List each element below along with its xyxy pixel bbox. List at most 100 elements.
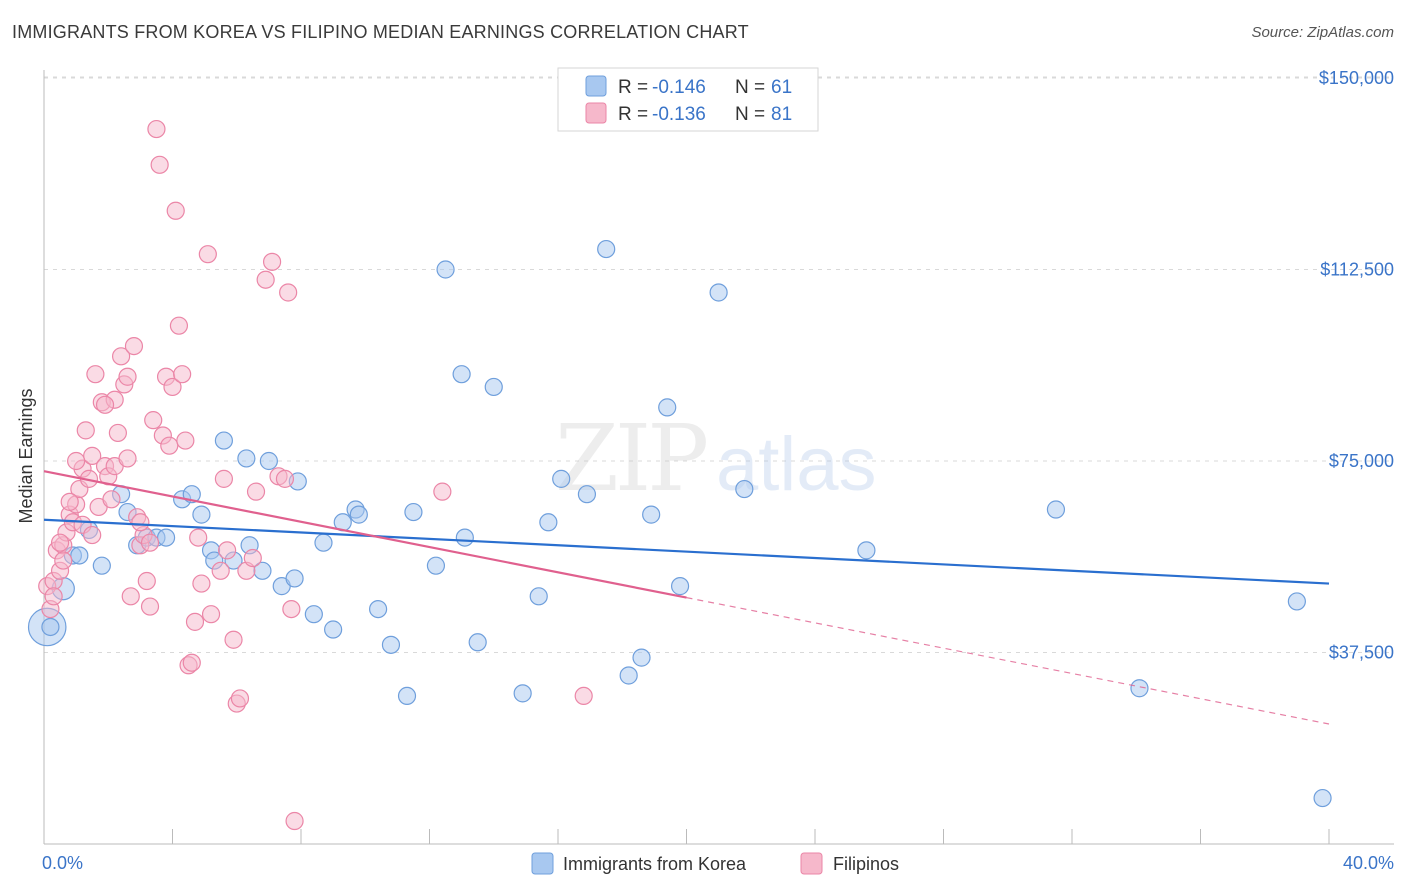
point-filipino-20: [102, 490, 121, 509]
point-filipino-53: [218, 541, 237, 560]
trend-line-filipino: [43, 470, 687, 599]
bottom-legend: Immigrants from Korea Filipinos: [531, 852, 899, 875]
bottom-legend-label-filipino: Filipinos: [833, 854, 899, 874]
point-filipino-73: [83, 525, 102, 545]
point-filipino-15: [86, 365, 105, 384]
x-tick-label-min: 0.0%: [42, 853, 83, 873]
point-filipino-63: [275, 469, 295, 488]
point-filipino-47: [189, 528, 208, 547]
point-filipino-26: [121, 587, 140, 606]
point-filipino-12: [76, 421, 95, 440]
trend-line-korea: [43, 518, 1330, 585]
point-korea-42: [529, 587, 548, 606]
point-korea-47: [619, 666, 638, 685]
source-label: Source: ZipAtlas.com: [1251, 24, 1394, 41]
point-filipino-22: [108, 423, 127, 443]
watermark: ZIP atlas: [555, 405, 877, 512]
watermark-zip: ZIP: [555, 405, 706, 512]
point-korea-3: [70, 546, 89, 565]
point-filipino-33: [144, 411, 163, 430]
trend-lines: [43, 470, 1330, 725]
legend-r-label-korea: R =: [618, 77, 648, 98]
point-filipino-52: [214, 469, 233, 488]
point-filipino-49: [198, 245, 217, 264]
point-korea-23: [285, 569, 304, 588]
legend-swatch-korea: [585, 75, 607, 97]
point-filipino-60: [256, 270, 275, 289]
point-korea-36: [436, 260, 455, 279]
point-filipino-70: [60, 492, 79, 511]
legend-n-value-filipino: 81: [771, 104, 792, 125]
point-filipino-79: [44, 587, 63, 606]
point-korea-10: [156, 528, 176, 547]
point-korea-38: [455, 528, 474, 547]
point-filipino-38: [160, 436, 179, 455]
point-filipino-80: [54, 551, 73, 570]
point-filipino-43: [176, 431, 195, 450]
point-filipino-59: [246, 482, 266, 501]
point-filipino-40: [166, 201, 185, 220]
point-korea-50: [658, 398, 677, 417]
point-filipino-50: [201, 605, 221, 624]
point-korea-16: [214, 431, 233, 450]
point-filipino-58: [243, 548, 262, 568]
point-korea-45: [577, 485, 597, 504]
series-filipino-points: [38, 119, 593, 831]
point-filipino-25: [118, 367, 137, 386]
point-filipino-76: [118, 449, 137, 468]
point-filipino-31: [137, 571, 156, 591]
point-korea-30: [349, 505, 368, 524]
y-tick-label-2: $112,500: [1320, 260, 1394, 280]
point-filipino-14: [83, 446, 102, 465]
point-filipino-64: [279, 283, 298, 302]
point-korea-32: [381, 635, 401, 654]
point-filipino-77: [131, 513, 150, 532]
bottom-legend-label-korea: Immigrants from Korea: [563, 854, 747, 874]
legend-swatch-filipino: [585, 102, 607, 124]
point-filipino-67: [433, 482, 452, 501]
point-korea-5: [92, 556, 111, 575]
legend-r-value-filipino: -0.136: [652, 104, 706, 125]
point-korea-41: [513, 684, 532, 703]
x-tick-marks: [43, 829, 1330, 844]
point-korea-37: [452, 365, 471, 384]
point-korea-56: [1130, 679, 1149, 698]
point-filipino-34: [147, 119, 166, 139]
legend: R = -0.146 N = 61 R = -0.136 N = 81: [557, 67, 819, 132]
point-korea-57: [1287, 592, 1306, 611]
point-korea-43: [539, 513, 558, 532]
legend-n-label-filipino: N =: [735, 104, 765, 125]
point-korea-46: [597, 239, 616, 259]
point-filipino-41: [169, 316, 189, 335]
point-korea-34: [404, 502, 423, 522]
point-korea-52: [709, 283, 728, 302]
point-korea-59: [41, 617, 60, 637]
point-filipino-35: [150, 155, 169, 174]
point-filipino-54: [224, 630, 243, 649]
y-tick-label-0: $37,500: [1329, 643, 1394, 663]
y-tick-label-1: $75,000: [1329, 451, 1394, 471]
point-korea-21: [259, 451, 278, 471]
y-axis-label: Median Earnings: [16, 388, 36, 523]
point-filipino-61: [262, 252, 282, 271]
legend-r-value-korea: -0.146: [652, 77, 706, 98]
point-filipino-42: [173, 365, 192, 384]
point-filipino-45: [182, 653, 201, 672]
point-korea-13: [192, 505, 211, 524]
point-filipino-66: [285, 811, 304, 831]
bottom-legend-swatch-filipino: [800, 852, 823, 875]
point-korea-44: [552, 469, 571, 488]
point-korea-27: [324, 620, 343, 639]
trend-line-filipino-extension: [686, 597, 1330, 725]
point-korea-54: [857, 541, 876, 560]
legend-n-label-korea: N =: [735, 77, 765, 98]
point-korea-39: [468, 633, 487, 652]
y-tick-labels: $37,500 $75,000 $112,500 $150,000: [1319, 68, 1394, 663]
point-korea-26: [314, 533, 333, 552]
bottom-legend-swatch-korea: [531, 852, 554, 875]
point-filipino-48: [192, 574, 211, 593]
point-korea-33: [397, 686, 417, 706]
point-korea-40: [484, 377, 503, 397]
legend-r-label-filipino: R =: [618, 104, 648, 125]
